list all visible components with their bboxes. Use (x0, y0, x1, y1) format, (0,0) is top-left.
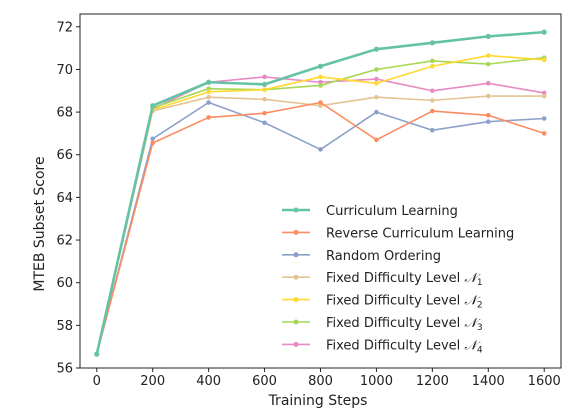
y-axis-title-text: MTEB Subset Score (32, 156, 48, 291)
data-point-series-6 (430, 58, 435, 64)
y-tick-label: 66 (56, 148, 73, 163)
data-point-series-1 (94, 351, 100, 357)
legend-entry-label: Fixed Difficulty Level 𝒩3 (326, 316, 483, 333)
x-axis-title: Training Steps (268, 393, 368, 409)
data-point-series-6 (318, 83, 323, 88)
data-point-series-3 (150, 136, 156, 142)
data-point-series-4 (374, 94, 379, 100)
legend-entry-label: Reverse Curriculum Learning (326, 226, 514, 241)
data-point-series-2 (485, 112, 491, 118)
x-tick-label: 600 (252, 374, 277, 389)
data-point-series-2 (374, 137, 379, 143)
data-point-series-7 (262, 74, 267, 80)
data-point-series-5 (262, 87, 267, 93)
data-point-series-1 (150, 103, 156, 109)
data-point-series-4 (541, 93, 547, 99)
data-point-series-3 (206, 100, 211, 105)
legend-swatch-marker (293, 319, 299, 325)
legend-entry-label: Random Ordering (326, 249, 441, 264)
x-tick-label: 400 (196, 374, 221, 389)
data-point-series-1 (429, 40, 435, 46)
legend-swatch-marker (293, 252, 299, 258)
data-point-series-5 (374, 81, 379, 86)
x-tick-label: 200 (140, 374, 165, 389)
data-point-series-1 (485, 33, 491, 39)
data-point-series-5 (318, 74, 323, 80)
y-tick-label: 70 (56, 63, 73, 78)
legend-swatch-marker (293, 207, 299, 213)
data-point-series-1 (206, 79, 212, 85)
data-point-series-3 (318, 147, 323, 152)
data-point-series-3 (485, 119, 491, 124)
x-tick-label: 1400 (472, 374, 505, 389)
data-point-series-7 (318, 79, 323, 85)
data-point-series-1 (373, 46, 380, 52)
data-point-series-1 (541, 29, 547, 35)
x-tick-label: 0 (93, 374, 101, 389)
data-point-series-3 (262, 120, 267, 126)
x-tick-label: 800 (308, 374, 333, 389)
data-point-series-5 (206, 89, 211, 95)
y-tick-label: 72 (56, 20, 73, 35)
data-point-series-4 (430, 98, 435, 103)
data-point-series-2 (541, 131, 547, 136)
legend-entry-label: Fixed Difficulty Level 𝒩2 (326, 294, 483, 311)
x-tick-label: 1200 (416, 374, 449, 389)
legend-swatch-marker (293, 297, 299, 303)
data-point-series-7 (541, 90, 547, 96)
data-point-series-7 (485, 81, 491, 86)
data-point-series-3 (430, 127, 435, 133)
x-tick-label: 1600 (528, 374, 561, 389)
data-point-series-2 (206, 115, 211, 120)
data-point-series-6 (485, 61, 491, 67)
data-point-series-6 (374, 67, 379, 72)
y-tick-label: 62 (56, 234, 73, 249)
data-point-series-4 (262, 97, 267, 102)
data-point-series-5 (485, 53, 491, 58)
data-point-series-3 (541, 116, 547, 121)
data-point-series-7 (374, 76, 379, 82)
data-point-series-6 (206, 86, 211, 91)
legend-swatch-marker (293, 274, 299, 280)
data-point-series-2 (430, 108, 435, 114)
data-point-series-1 (261, 81, 268, 87)
legend-entry-label: Curriculum Learning (326, 204, 458, 219)
y-tick-label: 68 (56, 106, 73, 121)
data-point-series-5 (541, 57, 547, 63)
data-point-series-2 (318, 100, 323, 105)
x-tick-label: 1000 (360, 374, 393, 389)
y-tick-label: 64 (56, 191, 73, 206)
series-line-4 (96, 95, 545, 355)
y-axis-title: MTEB Subset Score (32, 156, 48, 291)
legend-swatch-marker (293, 341, 299, 347)
y-tick-label: 60 (56, 276, 73, 291)
data-point-series-2 (150, 140, 156, 146)
data-point-series-4 (485, 93, 491, 99)
data-point-series-4 (206, 94, 211, 100)
legend-swatch-marker (293, 229, 299, 235)
y-tick-label: 58 (56, 319, 73, 334)
data-point-series-3 (374, 109, 379, 115)
data-point-series-5 (430, 63, 435, 69)
data-point-series-7 (430, 88, 435, 94)
legend-entry-label: Fixed Difficulty Level 𝒩4 (326, 338, 483, 355)
y-tick-label: 56 (56, 362, 73, 377)
data-point-series-2 (262, 110, 267, 116)
series-line-7 (96, 76, 545, 355)
data-point-series-4 (318, 103, 323, 108)
legend: Curriculum Learning Reverse Curriculum Le… (282, 204, 514, 355)
data-point-series-1 (317, 63, 324, 69)
legend-entry-label: Fixed Difficulty Level 𝒩1 (326, 271, 483, 288)
